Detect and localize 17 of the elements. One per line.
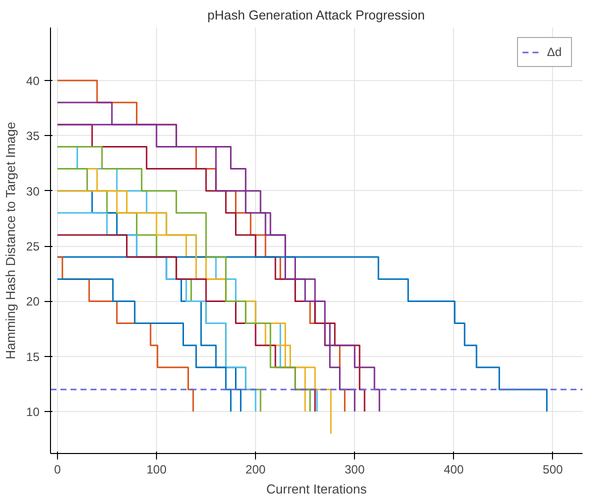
y-tick-label: 20 [26, 294, 40, 309]
x-tick-label: 300 [344, 462, 365, 476]
y-tick-label: 25 [26, 240, 40, 254]
x-tick-label: 400 [444, 462, 464, 476]
y-axis-title: Hamming Hash Distance to Target Image [3, 122, 18, 360]
y-tick-label: 35 [26, 129, 40, 144]
legend-label: Δd [547, 45, 563, 59]
y-tick-label: 10 [26, 405, 40, 420]
x-tick-label: 200 [246, 462, 266, 476]
chart-title: pHash Generation Attack Progression [207, 8, 425, 22]
y-tick-label: 30 [26, 184, 40, 198]
x-tick-label: 0 [54, 462, 62, 476]
x-tick-label: 500 [542, 462, 564, 476]
x-tick-label: 100 [146, 462, 167, 476]
y-tick-label: 40 [26, 74, 40, 88]
x-axis-title: Current Iterations [266, 482, 368, 496]
y-tick-label: 15 [26, 350, 40, 364]
